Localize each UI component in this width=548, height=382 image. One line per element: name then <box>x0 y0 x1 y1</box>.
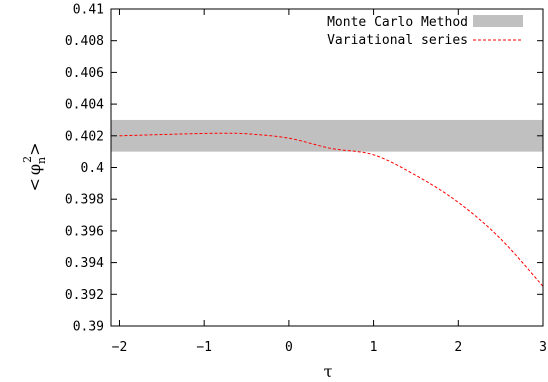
y-tick-label: 0.402 <box>65 129 104 144</box>
variational-series-line <box>119 132 544 287</box>
legend: Monte Carlo Method Variational series <box>327 15 523 48</box>
y-label-open: < <box>25 178 44 191</box>
y-tick-label: 0.404 <box>65 98 104 113</box>
y-tick-label: 0.408 <box>65 34 104 49</box>
x-tick-label: 2 <box>454 340 462 355</box>
y-tick-label: 0.39 <box>73 320 104 335</box>
y-tick-label: 0.398 <box>65 193 104 208</box>
series-layer <box>119 132 544 287</box>
y-tick-label: 0.4 <box>81 161 105 176</box>
x-axis-label: τ <box>324 362 333 381</box>
monte-carlo-band <box>111 119 543 152</box>
y-label-sub: n <box>35 157 48 164</box>
band-layer <box>111 119 543 152</box>
x-tick-label: 1 <box>370 340 378 355</box>
svg-text:<φn2>: < φn2> <box>21 142 48 191</box>
y-axis-label: < φn2> <box>21 142 48 191</box>
y-label-close: > <box>25 142 44 155</box>
y-label-sup: 2 <box>21 156 34 163</box>
y-tick-label: 0.396 <box>65 224 104 239</box>
plot-frame <box>110 8 544 327</box>
y-tick-label: 0.394 <box>65 256 104 271</box>
x-tick-label: −2 <box>112 340 128 355</box>
tick-layer: −2 −1 0 1 2 3 0.39 0.392 0.394 0.396 0.398 0.4 0.402… <box>65 3 547 356</box>
legend-label-variational: Variational series <box>327 33 468 48</box>
legend-label-monte-carlo: Monte Carlo Method <box>327 15 468 30</box>
x-tick-label: 3 <box>539 340 547 355</box>
y-tick-label: 0.392 <box>65 288 104 303</box>
x-tick-label: −1 <box>196 340 212 355</box>
y-label-base: φ <box>25 164 44 175</box>
x-tick-label: 0 <box>285 340 293 355</box>
legend-swatch-monte-carlo <box>473 15 523 27</box>
y-tick-label: 0.41 <box>73 3 104 18</box>
y-tick-label: 0.406 <box>65 66 104 81</box>
